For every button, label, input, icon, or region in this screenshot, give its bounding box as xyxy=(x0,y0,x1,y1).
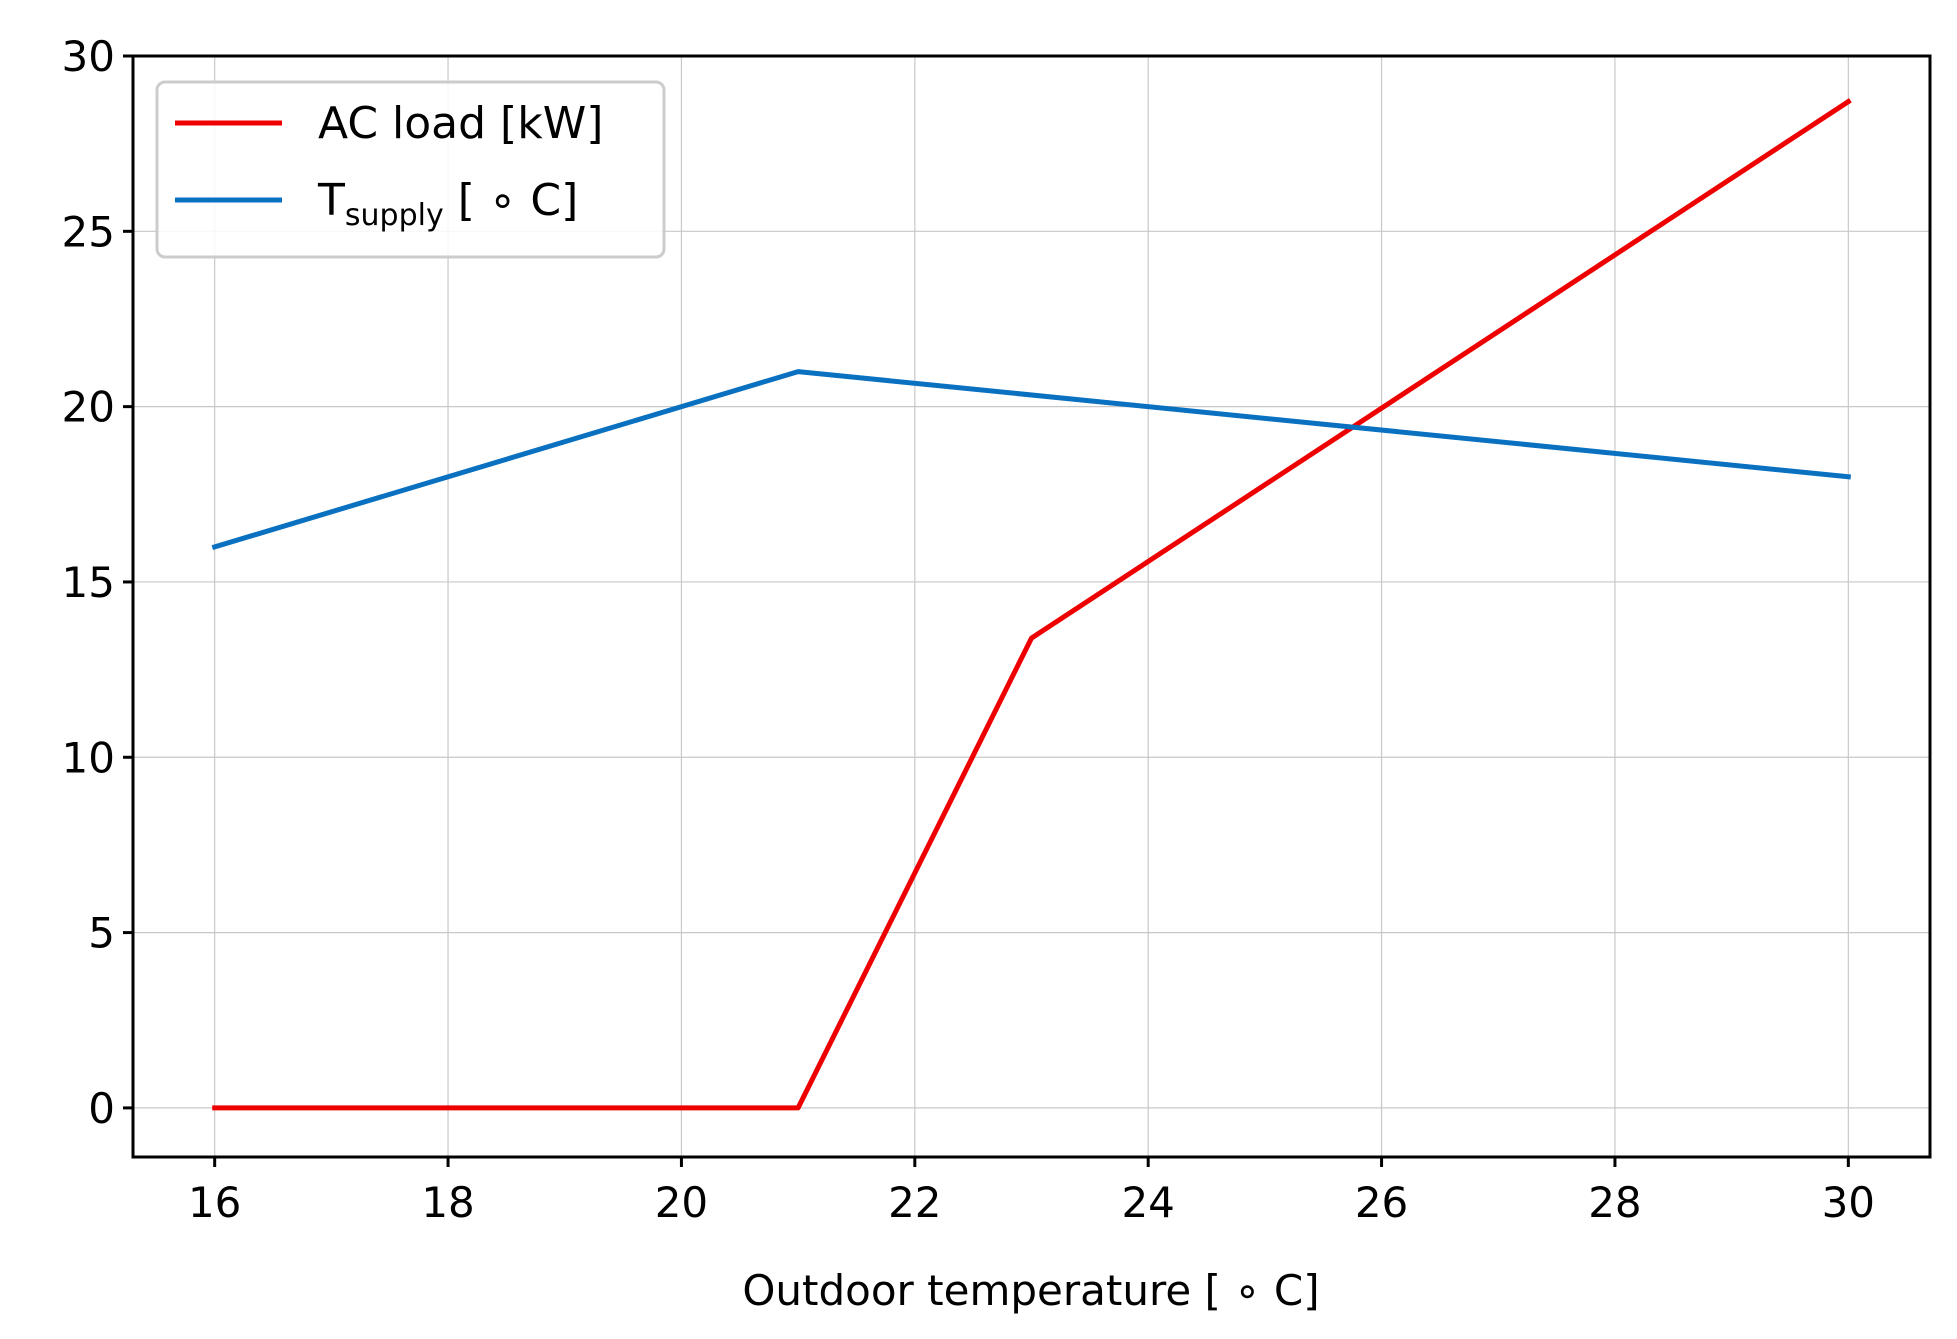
legend: AC load [kW] Tsupply [ ∘ C] xyxy=(155,80,666,259)
legend-label-t-supply: Tsupply [ ∘ C] xyxy=(317,175,578,233)
x-axis: 16 18 20 22 24 26 28 30 xyxy=(188,1157,1875,1227)
x-tick-label: 20 xyxy=(655,1178,708,1227)
y-axis: 0 5 10 15 20 25 30 xyxy=(62,32,133,1133)
y-tick-label: 10 xyxy=(62,733,115,782)
series-line-ac-load xyxy=(212,98,1852,1111)
x-tick-label: 16 xyxy=(188,1178,241,1227)
y-tick-label: 25 xyxy=(62,207,115,256)
x-tick-label: 30 xyxy=(1822,1178,1875,1227)
y-tick-label: 20 xyxy=(62,383,115,432)
x-tick-label: 28 xyxy=(1588,1178,1641,1227)
legend-label-t-supply-main: T xyxy=(317,175,345,226)
x-tick-label: 24 xyxy=(1121,1178,1174,1227)
legend-label-t-supply-sub: supply xyxy=(345,198,444,233)
x-tick-label: 18 xyxy=(421,1178,474,1227)
y-tick-label: 5 xyxy=(88,909,115,958)
x-tick-label: 22 xyxy=(888,1178,941,1227)
y-tick-label: 15 xyxy=(62,558,115,607)
x-axis-title: Outdoor temperature [ ∘ C] xyxy=(742,1266,1319,1315)
legend-label-ac-load: AC load [kW] xyxy=(318,98,603,149)
x-tick-label: 26 xyxy=(1355,1178,1408,1227)
plot-frame xyxy=(131,54,1932,1159)
series-layer xyxy=(211,98,1852,1111)
legend-box xyxy=(155,80,666,259)
series-line-t-supply xyxy=(211,369,1852,551)
y-tick-label: 0 xyxy=(88,1084,115,1133)
y-tick-label: 30 xyxy=(62,32,115,81)
legend-label-t-supply-rest: [ ∘ C] xyxy=(444,175,579,226)
